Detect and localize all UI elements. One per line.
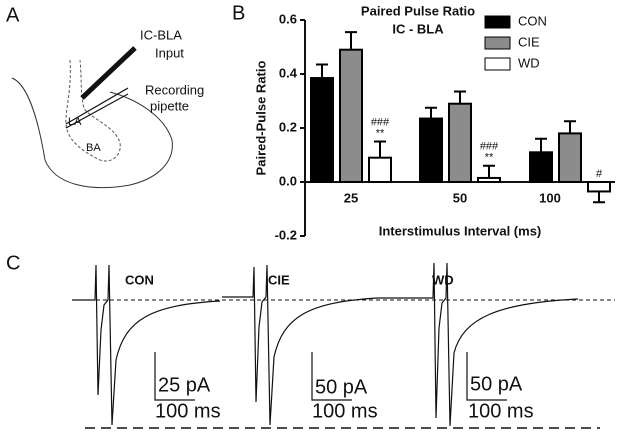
amygdala-outline <box>65 59 121 162</box>
error-bar <box>483 164 495 178</box>
x-tick-label: 100 <box>539 190 561 205</box>
brain-outline <box>11 77 173 189</box>
x-tick-label: 50 <box>453 190 467 205</box>
bar <box>448 102 472 183</box>
trace-label: CON <box>125 272 154 287</box>
y-tick-label: 0.2 <box>279 119 297 134</box>
significance-label: ### <box>480 141 499 153</box>
y-tick-label: 0.4 <box>279 65 298 80</box>
scale-label: 25 pA <box>158 374 211 396</box>
error-bar <box>425 106 437 119</box>
recording-pipette <box>65 87 129 125</box>
diagram-label: Recording <box>145 82 204 97</box>
error-bar <box>345 31 357 50</box>
bar <box>419 117 443 184</box>
significance-label: ** <box>376 127 385 139</box>
trace-label: CIE <box>268 272 290 287</box>
legend-swatch <box>484 36 511 50</box>
bar <box>310 77 334 183</box>
error-bar <box>593 191 605 204</box>
trace <box>72 264 221 426</box>
scale-label: 100 ms <box>155 400 221 422</box>
scale-label: 100 ms <box>312 400 378 422</box>
recording-pipette <box>65 93 129 129</box>
chart-title: Paired Pulse Ratio <box>361 3 475 18</box>
legend-label: WD <box>518 55 540 70</box>
region-label: BA <box>86 142 101 154</box>
bar-chart: -0.20.00.20.40.625 50 100CONCIE###**###**#… <box>275 11 615 242</box>
trace <box>378 262 579 427</box>
bar <box>477 176 501 183</box>
diagram-label: IC-BLA <box>140 27 182 42</box>
error-bar <box>535 137 547 153</box>
legend-swatch <box>484 15 511 29</box>
x-tick-label: 25 <box>344 190 358 205</box>
diagram-label: Input <box>155 45 184 60</box>
stimulating-electrode <box>80 46 137 100</box>
legend-swatch <box>484 57 511 71</box>
bar <box>529 151 553 184</box>
error-bar <box>454 90 466 104</box>
error-bar <box>374 140 386 158</box>
panel-label: B <box>232 2 245 24</box>
scale-label: 50 pA <box>470 373 523 395</box>
error-bar <box>316 63 328 79</box>
chart-subtitle: IC - BLA <box>392 21 444 36</box>
significance-label: # <box>596 168 603 180</box>
scale-bars <box>154 352 507 401</box>
bar <box>558 132 582 183</box>
panel-label: A <box>6 4 20 26</box>
trace-label: WD <box>432 272 454 287</box>
scale-label: 50 pA <box>315 376 368 398</box>
bar <box>587 181 611 193</box>
bar <box>339 48 363 184</box>
y-axis-label: Paired-Pulse Ratio <box>253 61 268 176</box>
region-label: LA <box>68 116 82 128</box>
trace <box>222 264 379 426</box>
diagram-label: pipette <box>150 98 189 113</box>
y-tick-label: -0.2 <box>275 227 297 242</box>
error-bar <box>564 120 576 134</box>
y-tick-label: 0.6 <box>279 11 297 26</box>
y-tick-label: 0.0 <box>279 173 297 188</box>
significance-label: ### <box>371 116 390 128</box>
significance-label: ** <box>485 152 494 164</box>
panel-label: C <box>6 252 20 274</box>
x-axis-label: Interstimulus Interval (ms) <box>379 223 542 238</box>
legend-label: CON <box>518 13 547 28</box>
bar <box>368 156 392 183</box>
scale-label: 100 ms <box>468 400 534 422</box>
legend-label: CIE <box>518 34 540 49</box>
